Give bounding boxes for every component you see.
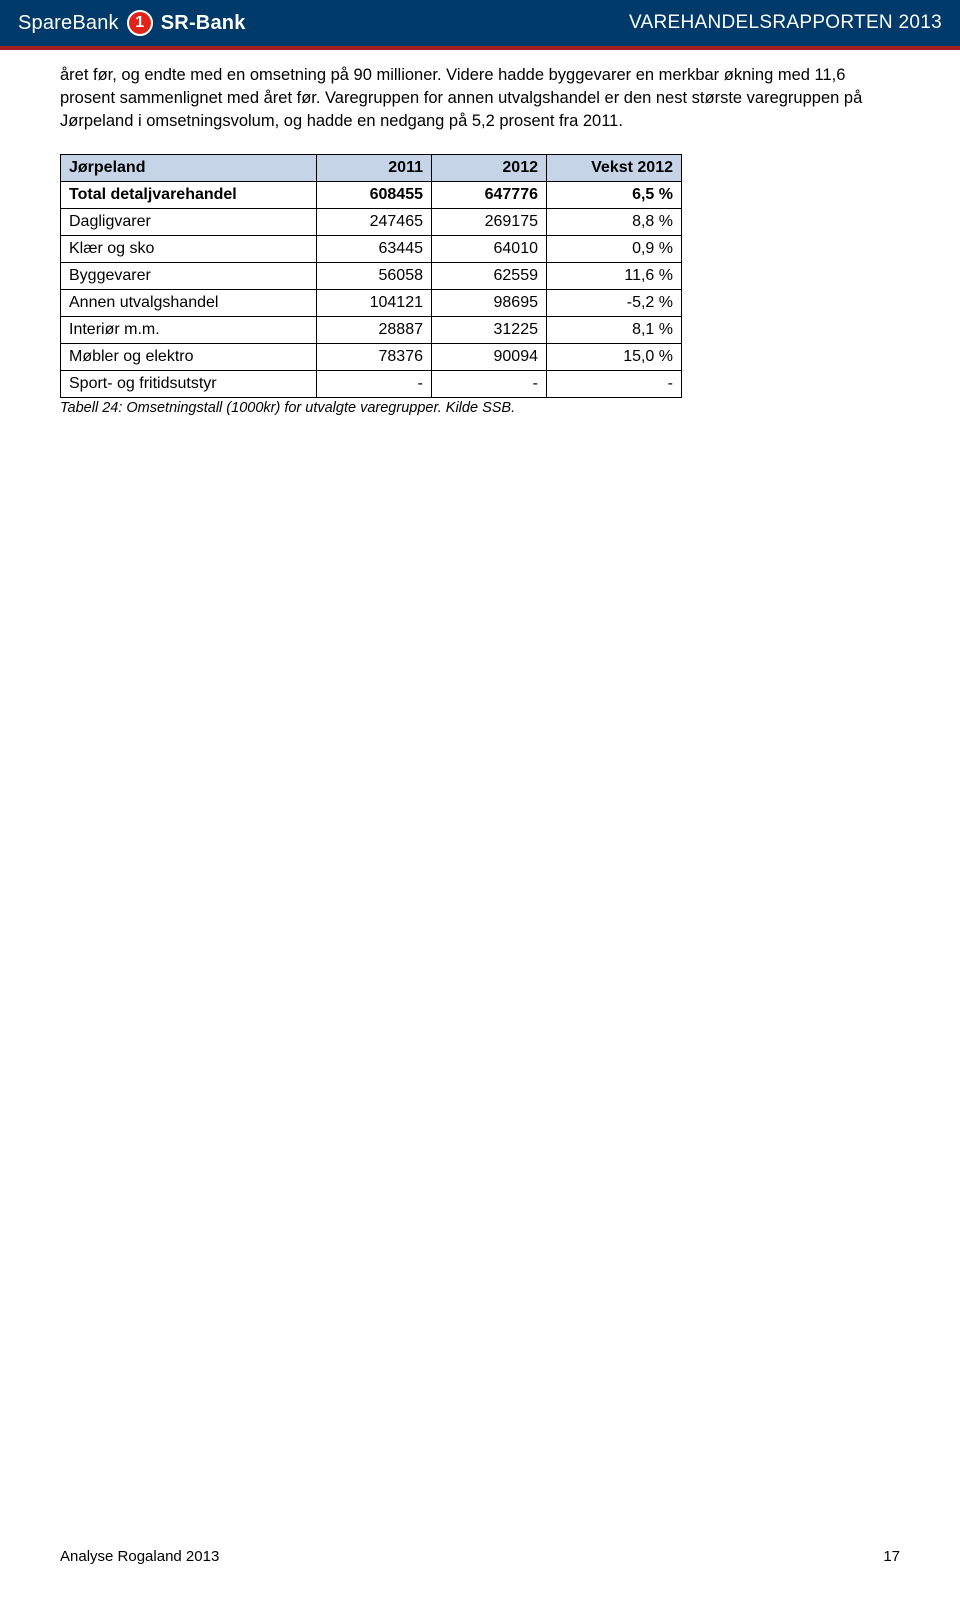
cell-label: Annen utvalgshandel (61, 290, 317, 317)
cell-2011: 608455 (317, 182, 432, 209)
cell-vekst: 0,9 % (547, 236, 682, 263)
cell-2012: 90094 (432, 344, 547, 371)
cell-vekst: 15,0 % (547, 344, 682, 371)
report-header: SpareBank 1 SR-Bank VAREHANDELSRAPPORTEN… (0, 0, 960, 46)
cell-2012: 647776 (432, 182, 547, 209)
cell-2012: 62559 (432, 263, 547, 290)
cell-vekst: 8,1 % (547, 317, 682, 344)
report-title: VAREHANDELSRAPPORTEN 2013 (629, 12, 942, 34)
cell-vekst: -5,2 % (547, 290, 682, 317)
cell-2012: 64010 (432, 236, 547, 263)
cell-2011: 63445 (317, 236, 432, 263)
table-header-row: Jørpeland 2011 2012 Vekst 2012 (61, 155, 682, 182)
th-vekst: Vekst 2012 (547, 155, 682, 182)
cell-label: Klær og sko (61, 236, 317, 263)
cell-label: Møbler og elektro (61, 344, 317, 371)
table-row: Total detaljvarehandel6084556477766,5 % (61, 182, 682, 209)
cell-2011: 28887 (317, 317, 432, 344)
table-row: Møbler og elektro783769009415,0 % (61, 344, 682, 371)
page-content: året før, og endte med en omsetning på 9… (0, 50, 960, 416)
cell-label: Byggevarer (61, 263, 317, 290)
table-row: Interiør m.m.28887312258,1 % (61, 317, 682, 344)
footer-page-number: 17 (883, 1548, 900, 1565)
cell-2011: 104121 (317, 290, 432, 317)
cell-2011: 78376 (317, 344, 432, 371)
th-2012: 2012 (432, 155, 547, 182)
cell-vekst: 8,8 % (547, 209, 682, 236)
brand-text-bold: SR-Bank (161, 12, 246, 35)
cell-label: Total detaljvarehandel (61, 182, 317, 209)
cell-label: Dagligvarer (61, 209, 317, 236)
brand-block: SpareBank 1 SR-Bank (18, 10, 246, 36)
data-table: Jørpeland 2011 2012 Vekst 2012 Total det… (60, 154, 682, 398)
th-2011: 2011 (317, 155, 432, 182)
cell-2012: - (432, 371, 547, 398)
page-footer: Analyse Rogaland 2013 17 (60, 1548, 900, 1565)
th-category: Jørpeland (61, 155, 317, 182)
cell-2012: 31225 (432, 317, 547, 344)
footer-left: Analyse Rogaland 2013 (60, 1548, 219, 1565)
brand-badge-icon: 1 (127, 10, 153, 36)
intro-paragraph: året før, og endte med en omsetning på 9… (60, 64, 900, 132)
cell-2011: - (317, 371, 432, 398)
cell-vekst: 11,6 % (547, 263, 682, 290)
table-row: Dagligvarer2474652691758,8 % (61, 209, 682, 236)
table-row: Klær og sko63445640100,9 % (61, 236, 682, 263)
table-row: Annen utvalgshandel10412198695-5,2 % (61, 290, 682, 317)
cell-2012: 98695 (432, 290, 547, 317)
table-row: Sport- og fritidsutstyr--- (61, 371, 682, 398)
cell-2012: 269175 (432, 209, 547, 236)
cell-label: Interiør m.m. (61, 317, 317, 344)
table-caption: Tabell 24: Omsetningstall (1000kr) for u… (60, 400, 900, 416)
brand-text-thin: SpareBank (18, 12, 119, 35)
table-row: Byggevarer560586255911,6 % (61, 263, 682, 290)
cell-label: Sport- og fritidsutstyr (61, 371, 317, 398)
cell-2011: 56058 (317, 263, 432, 290)
cell-vekst: 6,5 % (547, 182, 682, 209)
cell-2011: 247465 (317, 209, 432, 236)
cell-vekst: - (547, 371, 682, 398)
